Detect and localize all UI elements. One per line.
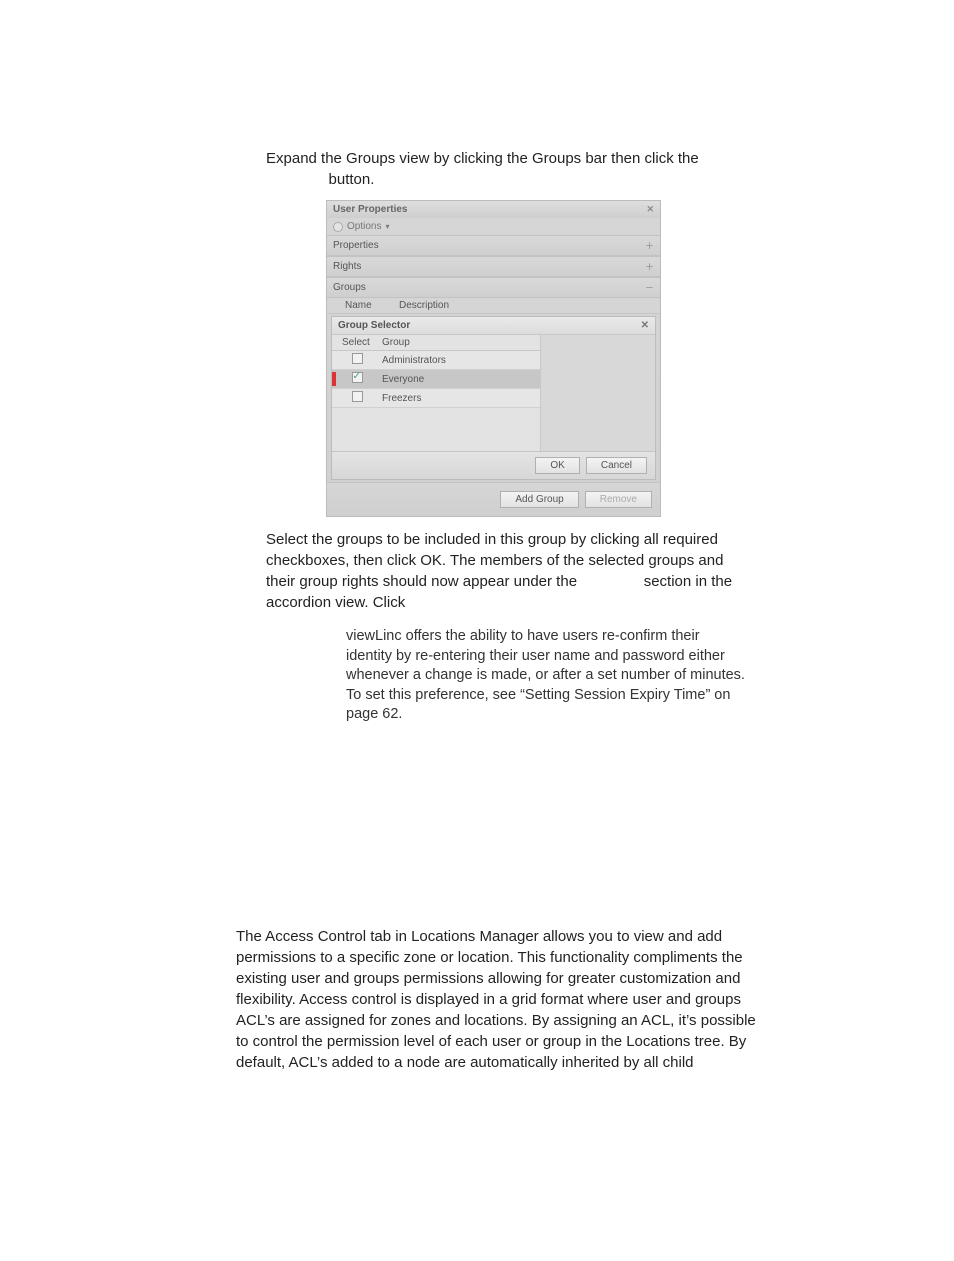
groups-column-header: Name Description: [327, 298, 660, 314]
group-row[interactable]: Administrators: [332, 351, 540, 370]
column-description: Description: [399, 300, 660, 311]
header-group: Group: [382, 337, 540, 348]
row-label: Freezers: [382, 393, 540, 404]
accordion-properties-label: Properties: [333, 240, 379, 251]
window-footer: Add Group Remove: [327, 482, 660, 516]
window-titlebar: User Properties ✕: [327, 201, 660, 218]
group-selector-rightpane: [540, 335, 655, 451]
access-control-intro: The Access Control tab in Locations Mana…: [236, 926, 756, 1073]
collapse-icon: －: [645, 281, 654, 294]
row-label: Administrators: [382, 355, 540, 366]
accordion-properties[interactable]: Properties ＋: [327, 235, 660, 256]
group-selector-footer: OK Cancel: [332, 451, 655, 479]
window-title: User Properties: [333, 204, 407, 215]
expand-icon: ＋: [645, 260, 654, 273]
header-select: Select: [332, 337, 382, 348]
step6-text: Expand the Groups view by clicking the G…: [266, 148, 756, 190]
group-selector-titlebar: Group Selector ✕: [332, 317, 655, 335]
group-selector-rows: Administrators Everyone Freezers: [332, 351, 540, 451]
row-checkbox-cell: [332, 353, 382, 367]
row-checkbox-cell: [332, 372, 382, 386]
accordion-groups[interactable]: Groups －: [327, 277, 660, 298]
close-icon[interactable]: ✕: [646, 204, 654, 215]
column-name: Name: [327, 300, 399, 311]
group-selector-title: Group Selector: [338, 320, 410, 331]
gear-icon: [333, 222, 343, 232]
options-menu[interactable]: Options ▾: [327, 218, 660, 235]
options-label: Options: [347, 221, 381, 232]
remove-button: Remove: [585, 491, 652, 508]
group-selector-dialog: Group Selector ✕ Select Group Administra…: [331, 316, 656, 480]
cancel-button[interactable]: Cancel: [586, 457, 647, 474]
row-label: Everyone: [382, 374, 540, 385]
step7-text: Select the groups to be included in this…: [266, 529, 756, 613]
add-group-button[interactable]: Add Group: [500, 491, 578, 508]
close-icon[interactable]: ✕: [641, 320, 649, 331]
accordion-rights[interactable]: Rights ＋: [327, 256, 660, 277]
note-text: viewLinc offers the ability to have user…: [346, 627, 746, 725]
row-checkbox-cell: [332, 391, 382, 405]
group-row[interactable]: Freezers: [332, 389, 540, 408]
ok-button[interactable]: OK: [535, 457, 579, 474]
accordion-rights-label: Rights: [333, 261, 361, 272]
checkbox[interactable]: [352, 372, 363, 383]
expand-icon: ＋: [645, 239, 654, 252]
checkbox[interactable]: [352, 353, 363, 364]
group-row[interactable]: Everyone: [332, 370, 540, 389]
dropdown-icon: ▾: [385, 222, 389, 231]
user-properties-window: User Properties ✕ Options ▾ Properties ＋…: [326, 200, 661, 517]
accordion-groups-label: Groups: [333, 282, 366, 293]
checkbox[interactable]: [352, 391, 363, 402]
group-selector-header: Select Group: [332, 335, 540, 351]
